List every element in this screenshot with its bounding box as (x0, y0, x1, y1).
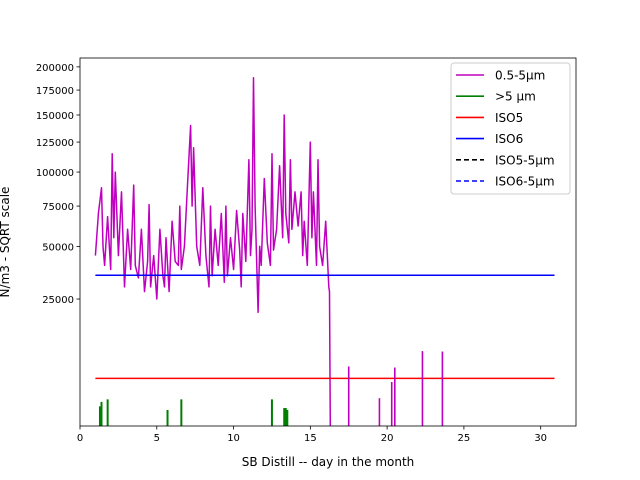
y-axis-ticks: 25000 50000 75000 100000 125000 150000 175000 2… (36, 63, 80, 306)
x-tick-label: 30 (534, 433, 547, 444)
x-axis-label: SB Distill -- day in the month (242, 455, 415, 469)
legend-label: >5 µm (495, 90, 536, 104)
y-tick-label: 100000 (36, 168, 74, 179)
y-tick-label: 200000 (36, 63, 74, 74)
y-tick-label: 175000 (36, 86, 74, 97)
legend-label: ISO6 (495, 132, 523, 146)
legend-label: ISO6-5µm (495, 175, 555, 189)
x-axis-ticks: 0 5 10 15 20 25 30 (77, 426, 547, 444)
legend-label: 0.5-5µm (495, 69, 545, 83)
y-axis-label: N/m3 - SQRT scale (0, 187, 12, 298)
x-tick-label: 10 (227, 433, 240, 444)
legend: 0.5-5µm >5 µm ISO5 ISO6 ISO5-5µm ISO6-5µm (450, 62, 571, 195)
plot-frame (79, 57, 577, 427)
y-tick-label: 25000 (42, 295, 74, 306)
series-line (94, 77, 332, 426)
x-tick-label: 20 (381, 433, 394, 444)
y-tick-label: 75000 (42, 202, 74, 213)
legend-label: ISO5-5µm (495, 153, 555, 167)
y-tick-label: 150000 (36, 111, 74, 122)
x-tick-label: 15 (304, 433, 317, 444)
y-tick-label: 50000 (42, 242, 74, 253)
x-tick-label: 0 (77, 433, 83, 444)
x-tick-label: 5 (154, 433, 160, 444)
series-layer (94, 77, 555, 426)
x-tick-label: 25 (458, 433, 471, 444)
legend-label: ISO5 (495, 111, 523, 125)
y-tick-label: 125000 (36, 138, 74, 149)
